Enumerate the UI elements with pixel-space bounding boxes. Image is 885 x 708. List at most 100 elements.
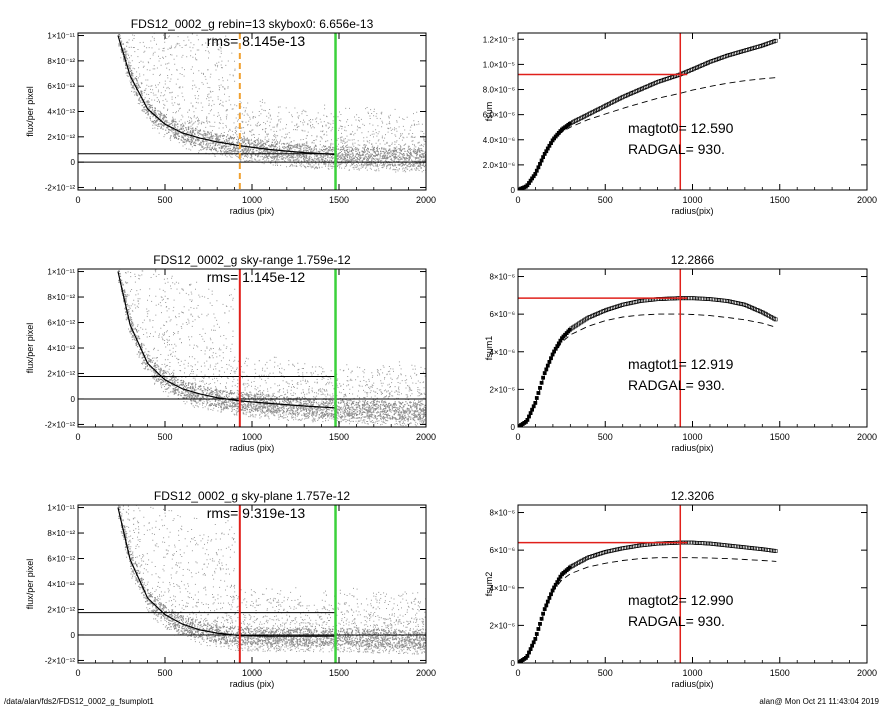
profile-curve <box>117 35 336 156</box>
x-axis-label: radius(pix) <box>671 679 713 689</box>
y-tick-label: 0 <box>511 659 516 668</box>
x-tick-label: 1000 <box>682 432 702 442</box>
fsum-points <box>518 540 778 663</box>
panel-5: 0 500 1000 1500 2000 0 2×10⁻⁶ 4×10⁻⁶ 6×10⁻⁶ 8×10⁻… <box>484 253 877 453</box>
fsum-point <box>541 611 546 616</box>
panel-title: 12.3206 <box>671 489 715 503</box>
x-tick-label: 1500 <box>770 432 790 442</box>
y-tick-label: 4×10⁻⁶ <box>489 584 515 593</box>
fsum-point <box>545 363 550 368</box>
y-tick-label: 2×10⁻¹² <box>47 133 75 142</box>
plot-area <box>518 269 778 427</box>
fsum-point <box>531 404 536 409</box>
panel-6: 0 500 1000 1500 2000 0 2×10⁻⁶ 4×10⁻⁶ 6×10⁻⁶ 8×10⁻… <box>484 489 877 689</box>
panel-title: 12.2866 <box>671 253 715 267</box>
y-tick-label: 8.0×10⁻⁶ <box>483 86 515 95</box>
radgal-annotation: RADGAL= 930. <box>628 141 725 157</box>
x-tick-label: 2000 <box>416 195 436 205</box>
x-axis-label: radius (pix) <box>230 206 275 216</box>
x-tick-label: 0 <box>75 432 80 442</box>
x-tick-label: 0 <box>515 195 520 205</box>
rms-annotation: rms= 9.319e-13 <box>207 505 306 521</box>
footer-file-path: /data/alan/fds2/FDS12_0002_g_fsumplot1 <box>4 697 154 706</box>
y-tick-label: 2×10⁻⁶ <box>489 621 515 630</box>
fsum-point <box>534 168 539 173</box>
y-tick-label: 2×10⁻⁶ <box>489 385 515 394</box>
radgal-annotation: RADGAL= 930. <box>628 613 725 629</box>
y-tick-label: 1×10⁻¹¹ <box>47 32 75 41</box>
y-tick-label: 0 <box>511 423 516 432</box>
x-tick-label: 1500 <box>770 668 790 678</box>
y-tick-label: 6×10⁻⁶ <box>489 546 515 555</box>
y-tick-label: 6×10⁻¹² <box>47 319 75 328</box>
y-tick-label: 8×10⁻⁶ <box>489 509 515 518</box>
x-tick-label: 500 <box>157 668 172 678</box>
plot-area <box>518 33 778 190</box>
radgal-annotation: RADGAL= 930. <box>628 377 725 393</box>
y-axis-label: fsum <box>484 102 494 122</box>
scatter-band <box>118 269 426 421</box>
y-tick-label: -2×10⁻¹² <box>45 656 76 665</box>
x-tick-label: 500 <box>157 432 172 442</box>
x-tick-label: 1500 <box>329 668 349 678</box>
rms-annotation: rms= 1.145e-12 <box>207 269 306 285</box>
fsum-point <box>773 549 778 553</box>
panel-2: 0 500 1000 1500 2000 -2×10⁻¹² 0 2×10⁻¹² 4×10⁻¹² 6… <box>25 253 436 453</box>
y-tick-label: 4.0×10⁻⁶ <box>483 136 515 145</box>
fsum-point <box>773 317 778 322</box>
scatter-band <box>118 34 426 168</box>
y-tick-label: 6×10⁻⁶ <box>489 310 515 319</box>
x-tick-label: 500 <box>598 195 613 205</box>
magtot-annotation: magtot2= 12.990 <box>628 592 734 608</box>
y-tick-label: 1.0×10⁻⁵ <box>483 60 515 69</box>
y-tick-label: 1×10⁻¹¹ <box>47 268 75 277</box>
plot-area <box>518 505 778 663</box>
scatter-band <box>118 505 426 649</box>
x-tick-label: 2000 <box>416 668 436 678</box>
x-tick-label: 2000 <box>416 432 436 442</box>
fsum-point <box>773 38 778 43</box>
fsum-point <box>549 592 553 597</box>
panel-title: FDS12_0002_g sky-range 1.759e-12 <box>153 253 351 267</box>
fsum-point <box>541 375 546 380</box>
x-tick-label: 0 <box>515 432 520 442</box>
x-axis-label: radius(pix) <box>671 443 713 453</box>
x-tick-label: 1000 <box>242 668 262 678</box>
plot-area <box>78 269 426 427</box>
panel-4: 0 500 1000 1500 2000 0 2.0×10⁻⁶ 4.0×10⁻⁶ 6.0×10⁻… <box>483 32 877 216</box>
magtot-annotation: magtot1= 12.919 <box>628 356 734 372</box>
x-axis-label: radius(pix) <box>671 206 713 216</box>
x-tick-label: 1000 <box>242 432 262 442</box>
y-tick-label: -2×10⁻¹² <box>45 183 76 192</box>
panel-3: 0 500 1000 1500 2000 -2×10⁻¹² 0 2×10⁻¹² 4×10⁻¹² 6… <box>25 489 436 689</box>
y-axis-label: fsum1 <box>484 336 494 361</box>
panel-title: FDS12_0002_g sky-plane 1.757e-12 <box>154 489 350 503</box>
y-tick-label: 4×10⁻¹² <box>47 580 75 589</box>
plot-area <box>78 505 426 663</box>
rms-annotation: rms= 8.145e-13 <box>207 33 306 49</box>
y-tick-label: 0 <box>71 158 76 167</box>
x-tick-label: 1000 <box>682 195 702 205</box>
y-tick-label: -2×10⁻¹² <box>45 420 76 429</box>
fsum-point <box>545 599 550 604</box>
profile-curve <box>117 507 336 637</box>
magtot-annotation: magtot0= 12.590 <box>628 120 734 136</box>
x-tick-label: 0 <box>75 195 80 205</box>
x-axis-label: radius (pix) <box>230 679 275 689</box>
plot-frame <box>517 268 868 428</box>
y-tick-label: 1.2×10⁻⁵ <box>483 35 515 44</box>
x-tick-label: 500 <box>598 668 613 678</box>
y-axis-label: flux/per pixel <box>25 559 35 610</box>
x-tick-label: 2000 <box>857 432 877 442</box>
scatter-cloud <box>118 269 426 427</box>
y-tick-label: 8×10⁻⁶ <box>489 273 515 282</box>
y-tick-label: 8×10⁻¹² <box>47 57 75 66</box>
x-axis-label: radius (pix) <box>230 443 275 453</box>
x-tick-label: 1000 <box>682 668 702 678</box>
fsum-dashed-curve <box>518 557 777 663</box>
y-tick-label: 6×10⁻¹² <box>47 82 75 91</box>
x-tick-label: 0 <box>515 668 520 678</box>
fsum-point <box>531 640 536 645</box>
y-tick-label: 6×10⁻¹² <box>47 555 75 564</box>
